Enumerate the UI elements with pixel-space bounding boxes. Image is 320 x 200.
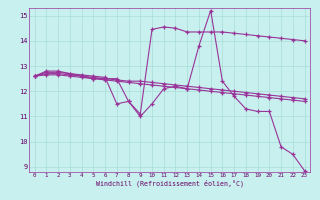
- X-axis label: Windchill (Refroidissement éolien,°C): Windchill (Refroidissement éolien,°C): [96, 180, 244, 187]
